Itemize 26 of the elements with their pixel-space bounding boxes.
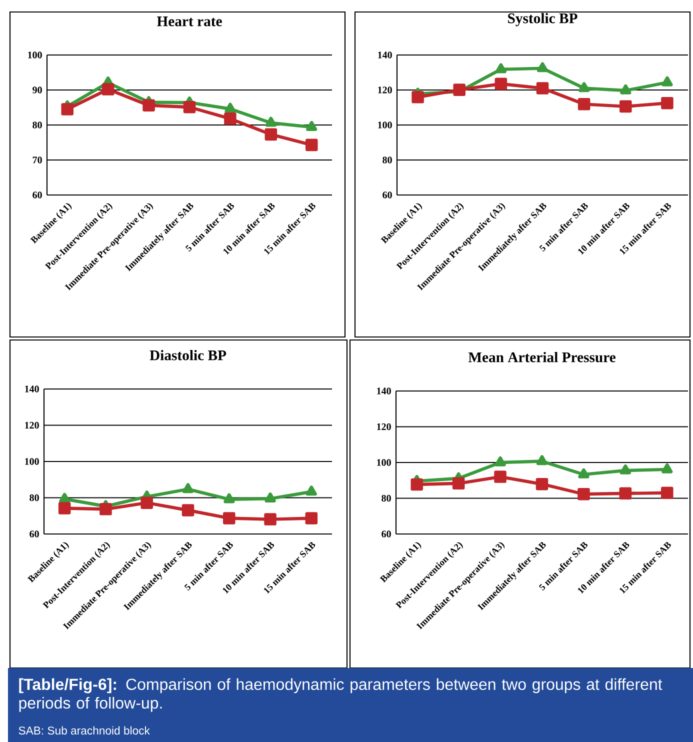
y-tick-label: 120: [378, 86, 392, 94]
y-tick-label: 80: [382, 156, 392, 164]
chart-title: Mean Arterial Pressure: [468, 352, 616, 362]
y-tick-label: 140: [25, 386, 39, 392]
y-tick-label: 140: [377, 388, 391, 394]
chart-title: Systolic BP: [508, 12, 578, 26]
y-tick-label: 100: [28, 52, 42, 58]
y-tick-label: 80: [32, 122, 42, 128]
y-tick-label: 80: [382, 494, 391, 502]
y-tick-label: 90: [32, 86, 42, 94]
y-tick-label: 60: [30, 530, 39, 538]
y-tick-label: 60: [32, 192, 42, 198]
y-tick-label: 80: [30, 494, 39, 502]
y-tick-label: 70: [32, 156, 42, 164]
y-tick-label: 100: [25, 458, 39, 465]
y-tick-label: 120: [377, 423, 391, 430]
y-tick-label: 60: [382, 192, 392, 198]
y-tick-label: 140: [378, 52, 392, 58]
chart-title: Heart rate: [156, 16, 222, 26]
chart-title: Diastolic BP: [150, 350, 226, 360]
y-tick-label: 100: [378, 122, 392, 128]
text: SAB: Sub arachnoid block: [18, 726, 150, 735]
y-tick-label: 60: [382, 530, 391, 538]
text: [Table/Fig-6]: Comparison of haemodynamic parameters between two groups at different periods of follow-up.: [19, 678, 662, 712]
y-tick-label: 100: [377, 459, 391, 466]
y-tick-label: 120: [25, 422, 39, 429]
